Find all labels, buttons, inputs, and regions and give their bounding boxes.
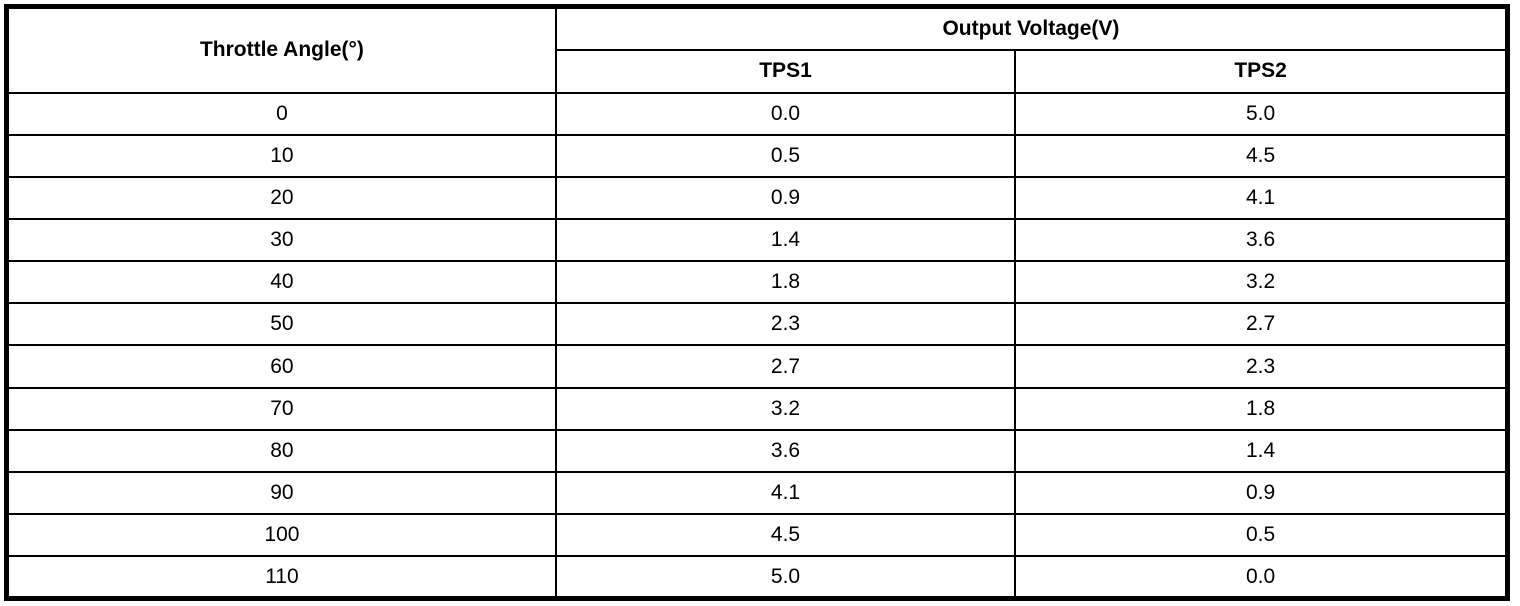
table-row: 30 1.4 3.6 [5, 217, 1509, 263]
tps1-cell: 2.3 [554, 302, 1017, 347]
throttle-angle-cell: 60 [5, 344, 557, 389]
tps2-cell: 3.2 [1014, 260, 1509, 305]
throttle-angle-cell: 80 [5, 428, 557, 473]
throttle-angle-cell: 20 [5, 175, 557, 220]
table-row: 0 0.0 5.0 [5, 91, 1509, 136]
table-row: 70 3.2 1.8 [5, 386, 1509, 431]
header-output-voltage: Output Voltage(V) [554, 5, 1509, 51]
throttle-angle-cell: 40 [5, 260, 557, 305]
header-throttle-angle: Throttle Angle(°) [5, 5, 557, 94]
tps1-cell: 3.2 [554, 386, 1017, 431]
header-tps2: TPS2 [1014, 48, 1509, 94]
tps2-cell: 4.1 [1014, 175, 1509, 220]
table-header: Throttle Angle(°) Output Voltage(V) TPS1… [5, 5, 1509, 94]
tps1-cell: 4.5 [554, 513, 1017, 558]
tps1-cell: 2.7 [554, 344, 1017, 389]
tps2-cell: 5.0 [1014, 91, 1509, 136]
throttle-angle-cell: 110 [5, 555, 557, 600]
throttle-angle-cell: 30 [5, 217, 557, 263]
tps2-cell: 2.7 [1014, 302, 1509, 347]
throttle-angle-cell: 70 [5, 386, 557, 431]
table-row: 50 2.3 2.7 [5, 302, 1509, 347]
tps1-cell: 1.8 [554, 260, 1017, 305]
tps2-cell: 0.5 [1014, 513, 1509, 558]
table-row: 40 1.8 3.2 [5, 260, 1509, 305]
table-row: 100 4.5 0.5 [5, 513, 1509, 558]
tps1-cell: 5.0 [554, 555, 1017, 600]
throttle-angle-cell: 0 [5, 91, 557, 136]
header-row-group: Throttle Angle(°) Output Voltage(V) [5, 5, 1509, 94]
table-row: 60 2.7 2.3 [5, 344, 1509, 389]
header-tps1: TPS1 [554, 48, 1017, 94]
tps2-cell: 1.8 [1014, 386, 1509, 431]
tps2-cell: 4.5 [1014, 133, 1509, 178]
tps2-cell: 0.0 [1014, 555, 1509, 600]
tps1-cell: 4.1 [554, 470, 1017, 516]
throttle-position-sensor-table: Throttle Angle(°) Output Voltage(V) TPS1… [4, 4, 1510, 601]
header-row-sub: TPS1 TPS2 [7, 48, 1509, 94]
tps2-cell: 2.3 [1014, 344, 1509, 389]
tps2-cell: 1.4 [1014, 428, 1509, 473]
tps1-cell: 1.4 [554, 217, 1017, 263]
tps1-cell: 0.5 [554, 133, 1017, 178]
throttle-angle-cell: 10 [5, 133, 557, 178]
tps1-cell: 0.0 [554, 91, 1017, 136]
table-row: 90 4.1 0.9 [5, 470, 1509, 516]
table-body: 0 0.0 5.0 10 0.5 4.5 20 0.9 4.1 30 1.4 3… [5, 91, 1509, 600]
tps2-cell: 0.9 [1014, 470, 1509, 516]
tps1-cell: 0.9 [554, 175, 1017, 220]
table-row: 20 0.9 4.1 [5, 175, 1509, 220]
table-row: 110 5.0 0.0 [5, 555, 1509, 600]
throttle-angle-cell: 90 [5, 470, 557, 516]
tps2-cell: 3.6 [1014, 217, 1509, 263]
table-row: 80 3.6 1.4 [5, 428, 1509, 473]
throttle-angle-cell: 50 [5, 302, 557, 347]
throttle-angle-cell: 100 [5, 513, 557, 558]
table-row: 10 0.5 4.5 [5, 133, 1509, 178]
tps1-cell: 3.6 [554, 428, 1017, 473]
